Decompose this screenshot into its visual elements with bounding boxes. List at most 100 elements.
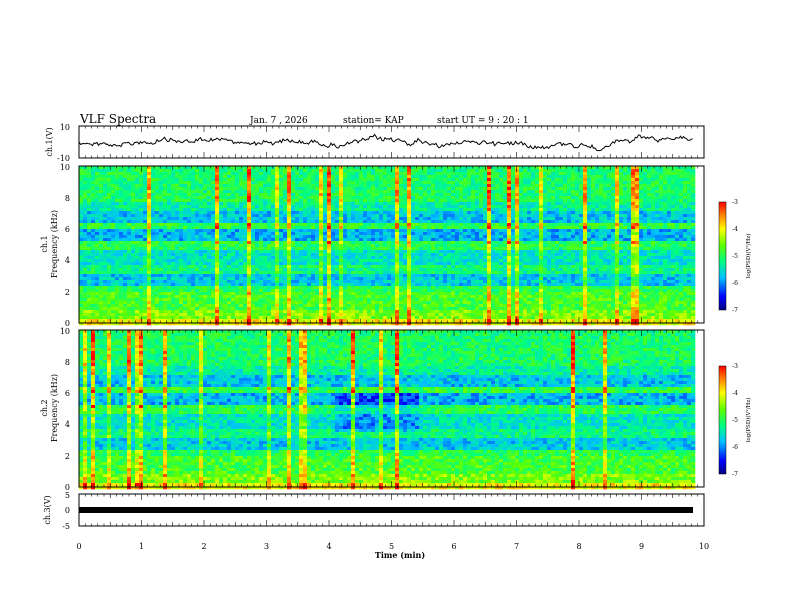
spectrogram-cell [423, 199, 428, 203]
spectrogram-cell [259, 256, 264, 260]
spectrogram-cell [263, 202, 268, 206]
spectrogram-cell [463, 169, 468, 173]
spectrogram-cell [107, 193, 112, 197]
spectrogram-cell [403, 253, 408, 257]
spectrogram-cell [459, 217, 464, 221]
spectrogram-cell [571, 238, 576, 242]
spectrogram-cell [423, 235, 428, 239]
spectrogram-cell [507, 232, 512, 236]
spectrogram-cell [191, 181, 196, 185]
spectrogram-cell [391, 169, 396, 173]
spectrogram-cell [291, 229, 296, 233]
spectrogram-cell [127, 256, 132, 260]
spectrogram-cell [111, 247, 116, 251]
spectrogram-cell [187, 199, 192, 203]
spectrogram-cell [275, 166, 280, 170]
spectrogram-cell [231, 232, 236, 236]
spectrogram-cell [307, 166, 312, 170]
spectrogram-cell [247, 181, 252, 185]
spectrogram-cell [215, 196, 220, 200]
spectrogram-cell [275, 223, 280, 227]
spectrogram-cell [235, 184, 240, 188]
spectrogram-cell [287, 166, 292, 170]
spectrogram-cell [467, 196, 472, 200]
spectrogram-cell [247, 253, 252, 257]
spectrogram-cell [595, 166, 600, 170]
spectrogram-cell [539, 220, 544, 224]
spectrogram-cell [531, 247, 536, 251]
spectrogram-cell [511, 226, 516, 230]
spectrogram-cell [175, 202, 180, 206]
spectrogram-cell [311, 187, 316, 191]
spectrogram-cell [347, 232, 352, 236]
spectrogram-cell [287, 178, 292, 182]
spectrogram-cell [343, 220, 348, 224]
spectrogram-cell [647, 169, 652, 173]
spectrogram-cell [359, 253, 364, 257]
spectrogram-cell [375, 172, 380, 176]
spectrogram-cell [635, 187, 640, 191]
spectrogram-cell [679, 256, 684, 260]
spectrogram-cell [107, 169, 112, 173]
spectrogram-cell [347, 190, 352, 194]
spectrogram-cell [631, 241, 636, 245]
spectrogram-cell [363, 238, 368, 242]
spectrogram-cell [499, 175, 504, 179]
spectrogram-cell [375, 229, 380, 233]
spectrogram-cell [235, 172, 240, 176]
spectrogram-cell [231, 235, 236, 239]
spectrogram-cell [87, 172, 92, 176]
spectrogram-cell [227, 241, 232, 245]
spectrogram-cell [675, 184, 680, 188]
spectrogram-cell [251, 178, 256, 182]
spectrogram-cell [655, 199, 660, 203]
spectrogram-cell [587, 187, 592, 191]
spectrogram-cell [559, 181, 564, 185]
spectrogram-cell [603, 193, 608, 197]
spectrogram-cell [379, 217, 384, 221]
spectrogram-cell [631, 205, 636, 209]
spectrogram-cell [623, 181, 628, 185]
spectrogram-cell [191, 214, 196, 218]
spectrogram-cell [683, 199, 688, 203]
spectrogram-cell [99, 238, 104, 242]
spectrogram-cell [547, 187, 552, 191]
spectrogram-cell [551, 217, 556, 221]
spectrogram-cell [299, 235, 304, 239]
spectrogram-cell [459, 172, 464, 176]
spectrogram-cell [107, 262, 112, 266]
spectrogram-cell [147, 199, 152, 203]
spectrogram-cell [307, 229, 312, 233]
spectrogram-cell [431, 253, 436, 257]
spectrogram-cell [263, 193, 268, 197]
spectrogram-cell [79, 232, 84, 236]
spectrogram-cell [239, 199, 244, 203]
spectrogram-cell [515, 226, 520, 230]
spectrogram-cell [239, 247, 244, 251]
spectrogram-cell [619, 178, 624, 182]
spectrogram-cell [331, 244, 336, 248]
spectrogram-cell [491, 205, 496, 209]
spectrogram-cell [419, 190, 424, 194]
spectrogram-cell [223, 235, 228, 239]
spectrogram-cell [551, 238, 556, 242]
spectrogram-cell [447, 238, 452, 242]
spectrogram-cell [167, 235, 172, 239]
spectrogram-cell [643, 202, 648, 206]
spectrogram-cell [279, 193, 284, 197]
spectrogram-cell [575, 181, 580, 185]
spectrogram-cell [275, 187, 280, 191]
spectrogram-cell [443, 241, 448, 245]
spectrogram-cell [491, 244, 496, 248]
spectrogram-cell [431, 184, 436, 188]
spectrogram-cell [163, 244, 168, 248]
spectrogram-cell [607, 238, 612, 242]
spectrogram-cell [563, 250, 568, 254]
spectrogram-cell [95, 244, 100, 248]
spectrogram-cell [495, 223, 500, 227]
spectrogram-cell [335, 256, 340, 260]
spectrogram-cell [167, 238, 172, 242]
spectrogram-cell [483, 220, 488, 224]
spectrogram-cell [607, 193, 612, 197]
spectrogram-cell [355, 226, 360, 230]
